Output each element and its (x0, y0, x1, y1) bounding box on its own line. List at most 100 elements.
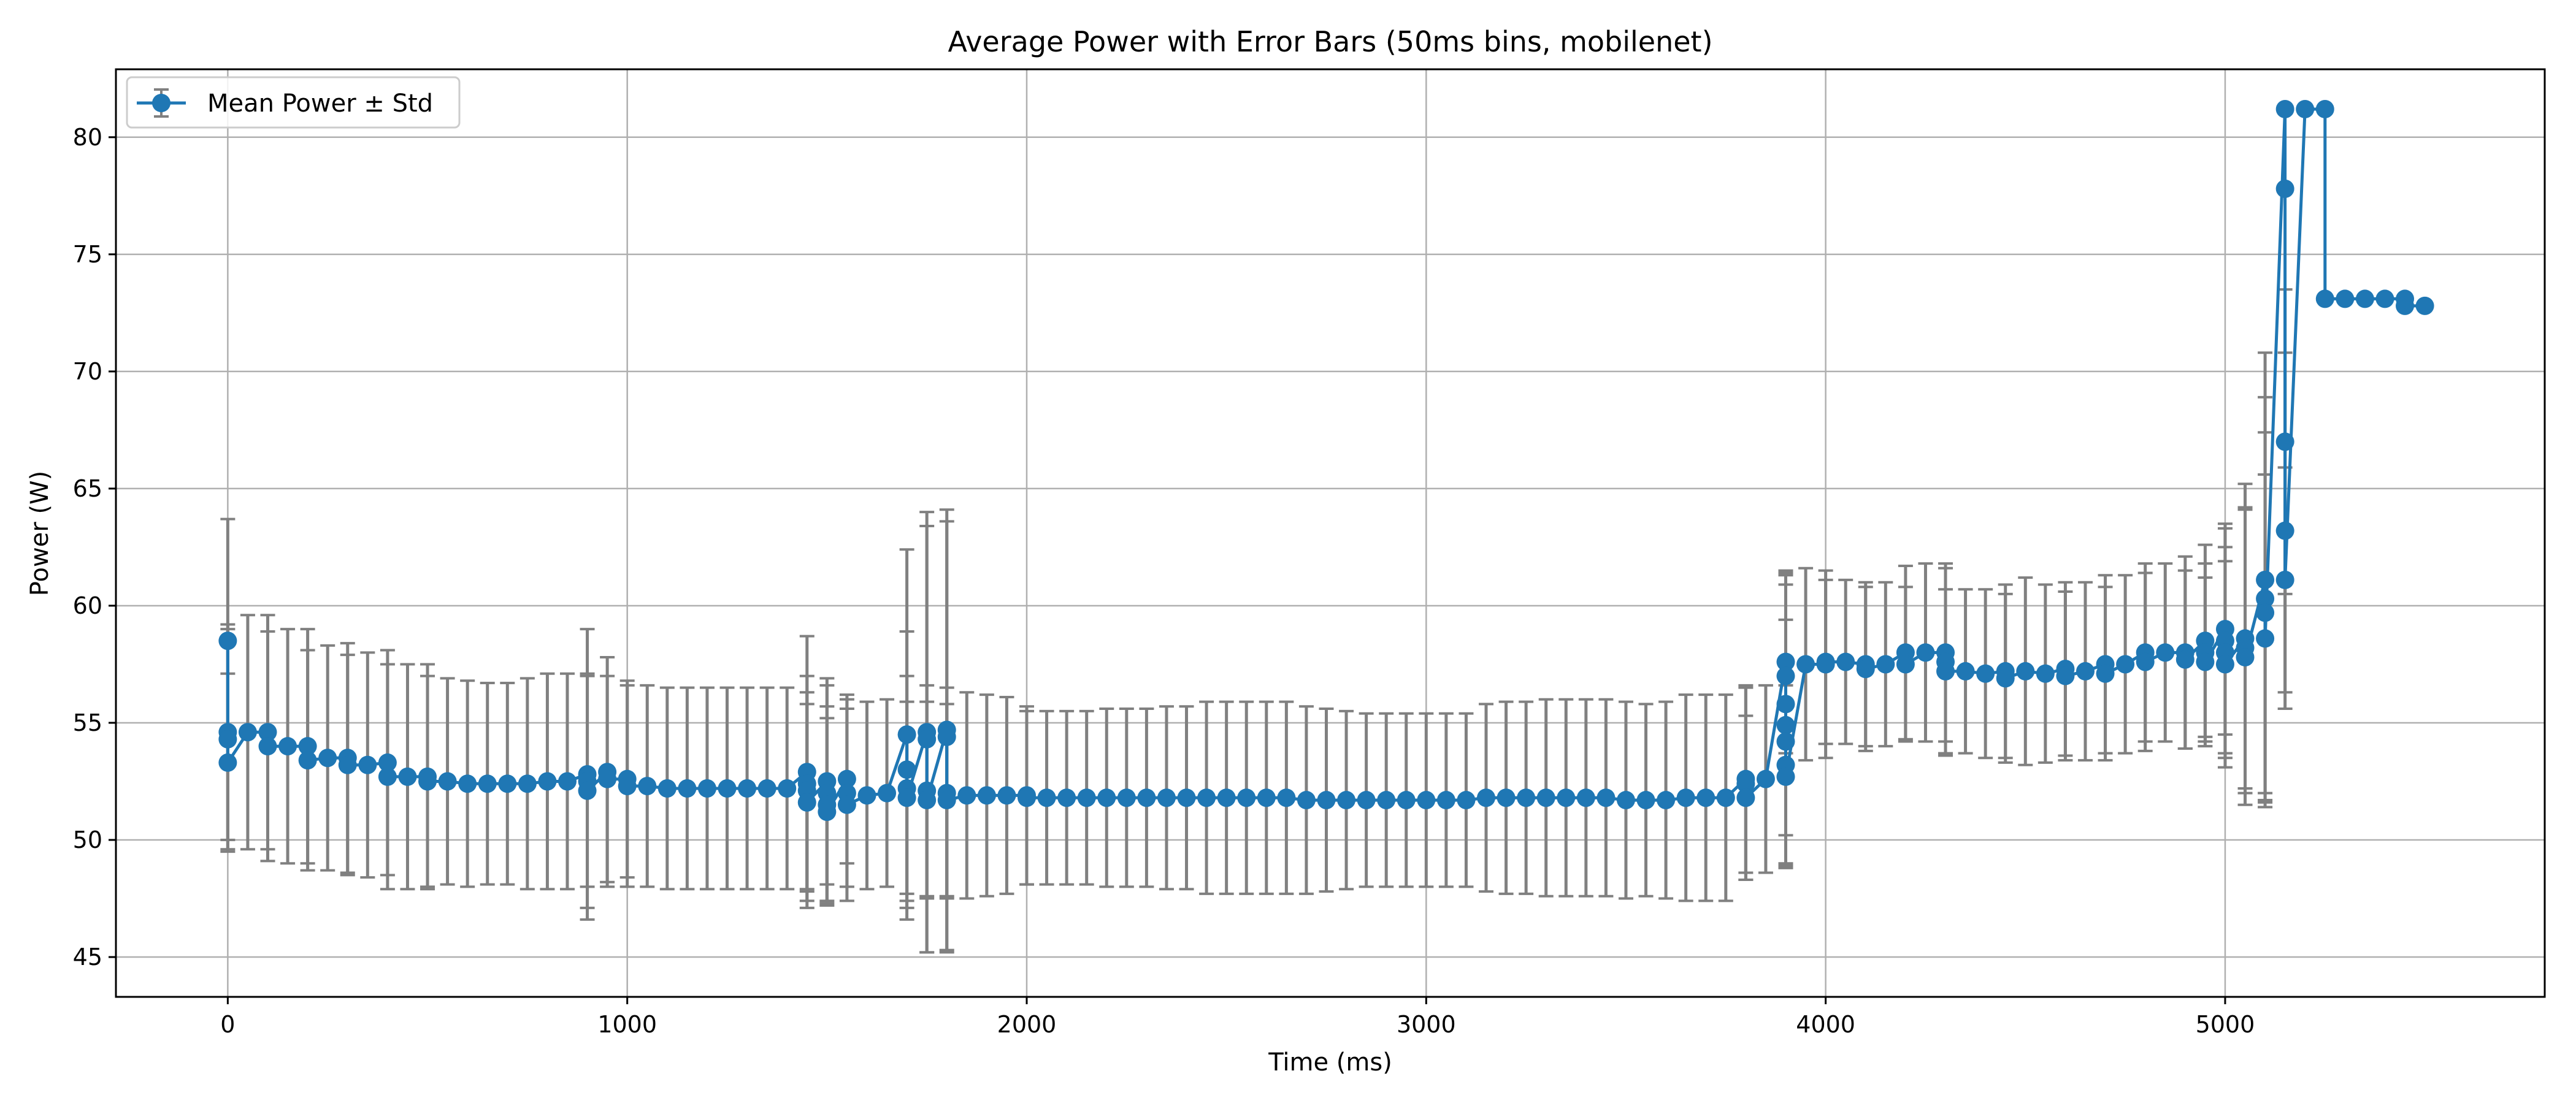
grid (116, 69, 2545, 997)
data-point (937, 727, 956, 746)
data-point (2256, 603, 2275, 622)
y-tick-label: 55 (73, 709, 102, 736)
data-point (1776, 767, 1795, 786)
data-point (2396, 296, 2415, 315)
data-point (918, 730, 937, 749)
data-point (1657, 791, 1676, 810)
x-tick-label: 3000 (1397, 1011, 1456, 1038)
data-point (897, 788, 916, 807)
data-point (1337, 791, 1356, 810)
data-point (778, 779, 797, 798)
data-point (1996, 669, 2015, 688)
data-point (1397, 791, 1416, 810)
data-point (2256, 629, 2275, 648)
data-point (818, 803, 837, 822)
data-point (458, 774, 477, 793)
data-point (1117, 788, 1136, 807)
data-point (1297, 791, 1316, 810)
data-point (238, 723, 257, 742)
data-point (2076, 662, 2095, 681)
data-point (2375, 289, 2394, 308)
data-point (1037, 788, 1056, 807)
data-point (2275, 179, 2294, 198)
y-tick-label: 75 (73, 241, 102, 268)
data-point (2315, 99, 2334, 118)
data-point (1137, 788, 1156, 807)
x-tick-label: 1000 (597, 1011, 657, 1038)
data-point (2096, 664, 2115, 683)
data-point (538, 772, 557, 791)
data-point (378, 753, 397, 772)
data-point (2196, 652, 2215, 671)
data-point (1736, 774, 1755, 793)
data-point (837, 795, 856, 814)
data-point (1177, 788, 1196, 807)
y-axis-label: Power (W) (26, 471, 54, 596)
data-point (258, 737, 277, 756)
data-point (1277, 788, 1296, 807)
data-point (1457, 791, 1476, 810)
data-point (1956, 662, 1975, 681)
data-point (2236, 647, 2255, 666)
data-point (2215, 655, 2234, 674)
data-point (2296, 99, 2315, 118)
data-point (1517, 788, 1536, 807)
data-point (878, 784, 897, 803)
data-point (398, 767, 417, 786)
data-point (1696, 788, 1715, 807)
data-point (757, 779, 776, 798)
data-point (1597, 788, 1616, 807)
data-point (1936, 662, 1955, 681)
data-point (937, 791, 956, 810)
data-point (1317, 791, 1336, 810)
data-point (918, 791, 937, 810)
data-point (1976, 664, 1995, 683)
data-point (1736, 788, 1755, 807)
data-point (697, 779, 716, 798)
axis-ticks: 0 1000 2000 3000 4000 5000 45 50 55 60 65 70 75 80 (73, 124, 2255, 1038)
data-point (1836, 652, 1855, 671)
data-point (1916, 643, 1935, 662)
data-point (1417, 791, 1436, 810)
data-point (2036, 664, 2055, 683)
data-point (1057, 788, 1076, 807)
data-point (2156, 643, 2175, 662)
data-point (997, 786, 1016, 805)
data-point (2415, 296, 2434, 315)
data-point (358, 755, 377, 774)
data-point (2136, 652, 2155, 671)
data-point (1856, 660, 1875, 679)
data-point (638, 777, 657, 796)
data-point (1018, 788, 1036, 807)
legend: Mean Power ± Std (126, 76, 461, 129)
data-point (1776, 666, 1795, 685)
data-point (318, 749, 337, 768)
data-point (977, 786, 996, 805)
data-point (218, 753, 237, 772)
data-point (1157, 788, 1176, 807)
data-point (1097, 788, 1116, 807)
data-point (1776, 715, 1795, 734)
data-point (378, 767, 397, 786)
data-point (1077, 788, 1096, 807)
data-point (857, 786, 876, 805)
data-point (498, 774, 517, 793)
data-point (338, 755, 357, 774)
data-point (618, 777, 637, 796)
data-point (2016, 662, 2035, 681)
data-point (518, 774, 537, 793)
data-point (1896, 655, 1915, 674)
data-point (298, 737, 317, 756)
data-point (1776, 732, 1795, 751)
data-point (2056, 666, 2075, 685)
legend-label: Mean Power ± Std (207, 90, 433, 118)
data-point (1616, 791, 1635, 810)
data-point (957, 786, 976, 805)
data-point (1357, 791, 1376, 810)
data-point (478, 774, 497, 793)
data-point (1237, 788, 1256, 807)
y-tick-label: 50 (73, 826, 102, 853)
data-point (558, 772, 577, 791)
